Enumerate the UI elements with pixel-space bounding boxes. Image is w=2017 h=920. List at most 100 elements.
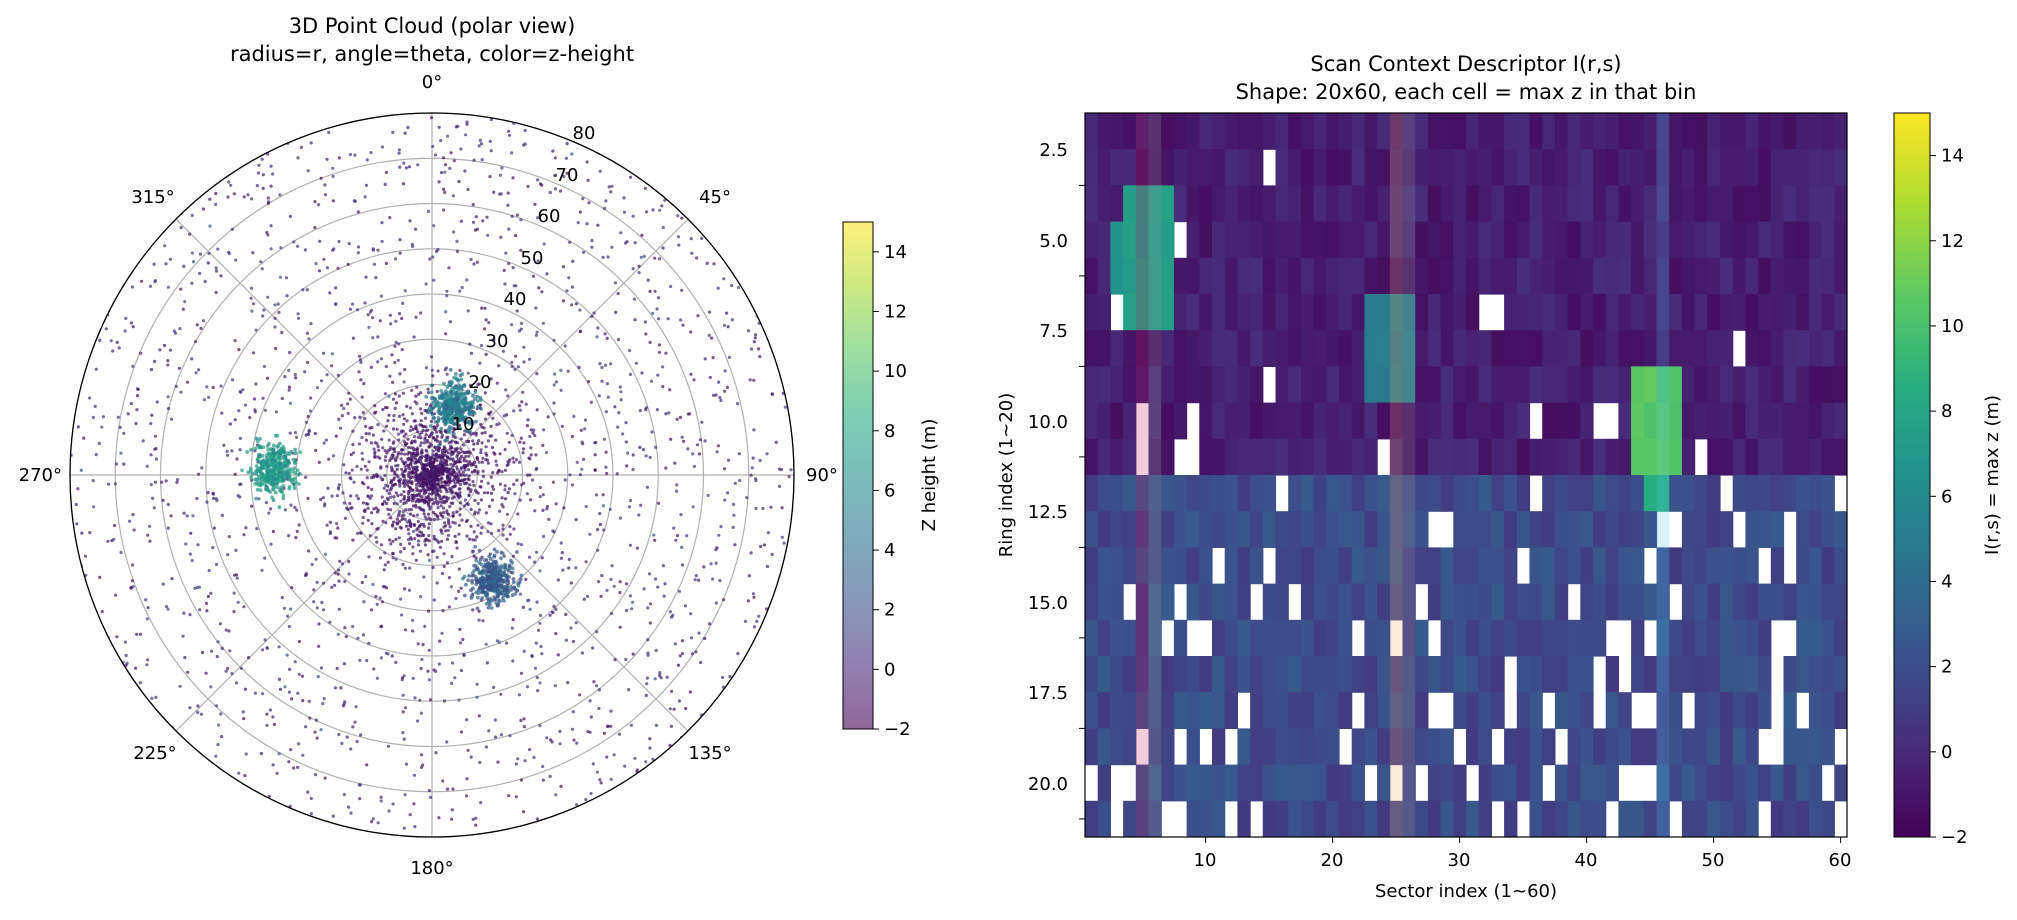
heatmap-cell <box>1695 403 1708 440</box>
point <box>579 330 582 333</box>
point <box>522 482 525 485</box>
point <box>257 453 261 457</box>
point <box>457 470 460 473</box>
point <box>337 240 340 243</box>
point <box>609 578 612 581</box>
point <box>476 405 480 409</box>
point <box>476 261 479 264</box>
point <box>472 484 475 487</box>
point <box>234 259 237 262</box>
point <box>402 510 405 513</box>
point <box>166 359 169 362</box>
point <box>250 297 253 300</box>
point <box>509 559 513 563</box>
point <box>365 184 368 187</box>
point <box>322 496 325 499</box>
point <box>431 456 434 459</box>
heatmap-cell <box>1415 330 1428 367</box>
heatmap-cell <box>1669 366 1682 403</box>
point <box>469 490 472 493</box>
point <box>289 748 292 751</box>
point <box>458 568 461 571</box>
radial-tick-label: 70 <box>556 165 579 186</box>
point <box>470 352 473 355</box>
heatmap-cell <box>1491 149 1504 186</box>
point <box>243 774 246 777</box>
point <box>393 345 396 348</box>
point <box>364 276 367 279</box>
point <box>197 473 200 476</box>
point <box>365 439 368 442</box>
point <box>95 453 98 456</box>
point <box>617 292 620 295</box>
point <box>513 284 516 287</box>
point <box>579 211 582 214</box>
point <box>533 561 536 564</box>
point <box>419 407 422 410</box>
point <box>646 486 649 489</box>
point <box>366 158 369 161</box>
point <box>283 607 286 610</box>
point <box>440 485 443 488</box>
point <box>526 424 529 427</box>
point <box>538 622 541 625</box>
point <box>502 594 506 598</box>
point <box>487 561 491 565</box>
point <box>281 596 284 599</box>
heatmap-cell <box>1771 258 1784 295</box>
point <box>715 602 718 605</box>
point <box>114 594 117 597</box>
point <box>624 658 627 661</box>
point <box>508 525 511 528</box>
point <box>402 474 405 477</box>
point <box>337 569 340 572</box>
point <box>471 108 474 111</box>
point <box>256 488 260 492</box>
heatmap-cell <box>1466 330 1479 367</box>
point <box>403 368 406 371</box>
point <box>460 455 463 458</box>
point <box>397 433 400 436</box>
point <box>643 587 646 590</box>
point <box>476 458 479 461</box>
point <box>348 472 351 475</box>
heatmap-cell <box>1276 185 1289 222</box>
heatmap-cell <box>1352 403 1365 440</box>
heatmap-cell <box>1276 113 1289 150</box>
point <box>498 469 501 472</box>
heatmap-cell <box>1517 403 1530 440</box>
heatmap-cell <box>1453 149 1466 186</box>
point <box>508 134 511 137</box>
point <box>602 256 605 259</box>
point <box>609 190 612 193</box>
point <box>459 392 463 396</box>
point <box>520 543 523 546</box>
point <box>633 298 636 301</box>
point <box>605 756 608 759</box>
point <box>465 440 468 443</box>
point <box>652 534 655 537</box>
point <box>88 531 91 534</box>
heatmap-cell <box>1339 294 1352 331</box>
point <box>359 733 362 736</box>
heatmap-cell <box>1479 149 1492 186</box>
point <box>291 478 295 482</box>
point <box>761 507 764 510</box>
point <box>631 468 634 471</box>
point <box>527 456 530 459</box>
heatmap-cell <box>1237 149 1250 186</box>
point <box>269 543 272 546</box>
heatmap-cell <box>1326 366 1339 403</box>
point <box>226 195 229 198</box>
heatmap-cell <box>1745 330 1758 367</box>
heatmap-cell <box>1695 222 1708 259</box>
point <box>205 501 208 504</box>
point <box>486 234 489 237</box>
point <box>528 748 531 751</box>
heatmap-cell <box>1568 222 1581 259</box>
heatmap-cell <box>1466 258 1479 295</box>
point <box>408 471 411 474</box>
point <box>124 329 127 332</box>
heatmap-cell <box>1428 149 1441 186</box>
point <box>281 445 285 449</box>
